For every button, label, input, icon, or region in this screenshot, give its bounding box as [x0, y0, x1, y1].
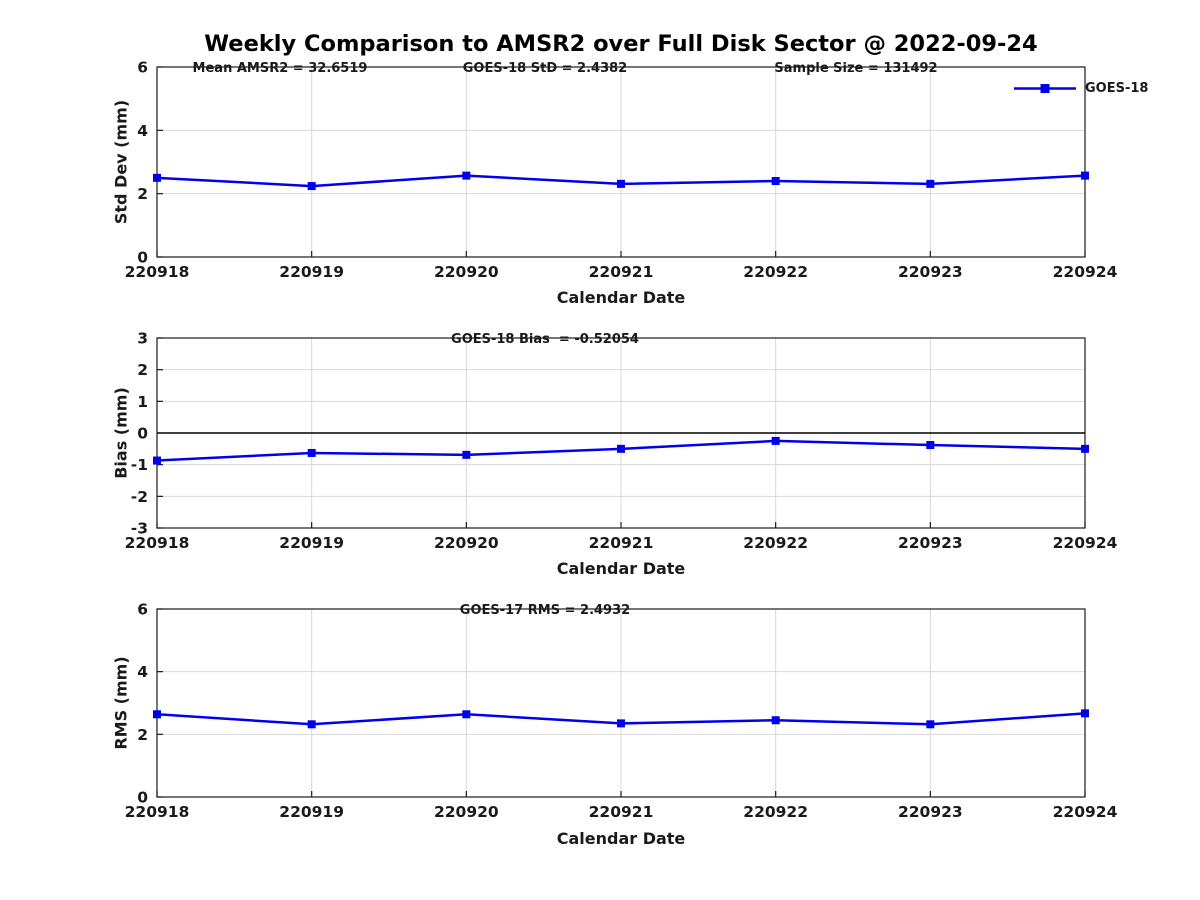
- ylabel-bias: Bias (mm): [111, 387, 131, 479]
- data-point-marker: [1081, 709, 1089, 718]
- data-point-marker: [926, 179, 935, 188]
- y-tick-label: 1: [137, 393, 148, 411]
- x-tick-label: 220922: [743, 534, 808, 552]
- annotation-mean-amsr2: Mean AMSR2 = 32.6519: [192, 61, 368, 76]
- x-tick-label: 220919: [279, 263, 344, 281]
- x-tick-label: 220922: [743, 263, 808, 281]
- data-point-marker: [462, 450, 471, 459]
- annotation-goes18-std: GOES-18 StD = 2.4382: [462, 61, 628, 76]
- data-point-marker: [771, 177, 780, 185]
- data-point-marker: [617, 444, 625, 453]
- y-tick-label: 2: [137, 185, 148, 203]
- annotation-goes18-bias: GOES-18 Bias = -0.52054: [451, 332, 639, 347]
- y-tick-label: 4: [137, 663, 148, 681]
- chart-1: 220918 220919 220920 220921 220922 220923 2209…: [125, 330, 1118, 553]
- y-tick-label: 2: [137, 361, 148, 379]
- data-point-marker: [153, 456, 161, 465]
- chart-0: 220918 220919 220920 220921 220922 220923 2209…: [125, 59, 1118, 282]
- data-point-marker: [771, 436, 780, 445]
- data-point-marker: [462, 710, 471, 719]
- y-tick-label: 0: [137, 425, 148, 443]
- legend: GOES-18: [1013, 81, 1148, 96]
- xlabel-calendar-date-3: Calendar Date: [556, 829, 686, 848]
- ylabel-rms: RMS (mm): [111, 656, 131, 750]
- data-point-marker: [617, 179, 625, 188]
- x-tick-label: 220924: [1053, 534, 1118, 552]
- data-point-marker: [307, 720, 316, 729]
- x-tick-label: 220923: [898, 534, 963, 552]
- x-tick-label: 220919: [279, 803, 344, 821]
- x-tick-label: 220921: [589, 263, 654, 281]
- y-tick-label: 6: [137, 601, 148, 619]
- chart-2: 220918 220919 220920 220921 220922 220923 2209…: [125, 601, 1118, 822]
- x-tick-label: 220919: [279, 534, 344, 552]
- x-tick-label: 220921: [589, 803, 654, 821]
- data-point-marker: [153, 710, 161, 719]
- y-tick-label: 0: [137, 249, 148, 267]
- annotation-goes17-rms: GOES-17 RMS = 2.4932: [459, 603, 631, 618]
- x-tick-label: 220924: [1053, 803, 1118, 821]
- xlabel-calendar-date-1: Calendar Date: [556, 288, 686, 307]
- data-point-marker: [1081, 444, 1089, 453]
- x-tick-label: 220918: [125, 803, 190, 821]
- data-point-marker: [153, 173, 161, 182]
- x-tick-label: 220923: [898, 263, 963, 281]
- x-tick-label: 220920: [434, 534, 499, 552]
- data-point-marker: [1081, 171, 1089, 180]
- y-tick-label: 2: [137, 726, 148, 744]
- y-tick-label: 6: [137, 59, 148, 77]
- legend-label-goes-18: GOES-18: [1085, 81, 1149, 96]
- x-tick-label: 220920: [434, 803, 499, 821]
- data-point-marker: [307, 182, 316, 191]
- data-point-marker: [771, 716, 780, 725]
- data-point-marker: [926, 441, 935, 450]
- y-tick-label: 3: [137, 330, 148, 348]
- data-point-marker: [462, 171, 471, 180]
- x-tick-label: 220923: [898, 803, 963, 821]
- y-tick-label: 0: [137, 789, 148, 807]
- y-tick-label: -2: [131, 488, 148, 506]
- y-tick-label: 4: [137, 122, 148, 140]
- x-tick-label: 220920: [434, 263, 499, 281]
- x-tick-label: 220921: [589, 534, 654, 552]
- data-point-marker: [307, 448, 316, 457]
- x-tick-label: 220922: [743, 803, 808, 821]
- data-point-marker: [926, 720, 935, 729]
- x-tick-label: 220924: [1053, 263, 1118, 281]
- ylabel-std-dev: Std Dev (mm): [111, 99, 131, 225]
- x-tick-label: 220918: [125, 534, 190, 552]
- x-tick-label: 220918: [125, 263, 190, 281]
- annotation-sample-size: Sample Size = 131492: [774, 61, 938, 76]
- figure-title: Weekly Comparison to AMSR2 over Full Dis…: [204, 31, 1038, 57]
- data-point-marker: [617, 719, 625, 728]
- y-tick-label: -3: [131, 520, 148, 538]
- y-tick-label: -1: [131, 456, 148, 474]
- legend-line-swatch: [1014, 84, 1076, 93]
- xlabel-calendar-date-2: Calendar Date: [556, 559, 686, 578]
